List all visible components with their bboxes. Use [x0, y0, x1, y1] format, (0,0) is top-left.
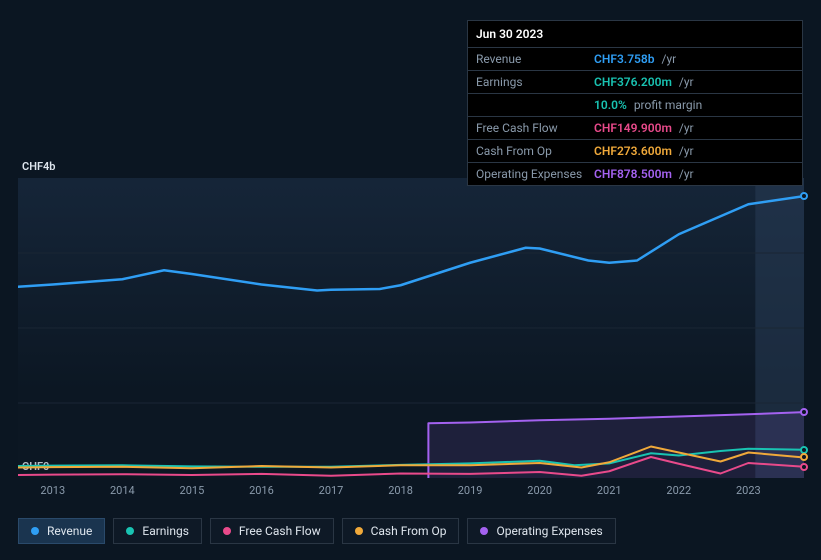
series-endcap-revenue: [800, 192, 808, 200]
tooltip-value: CHF878.500m /yr: [594, 167, 694, 181]
tooltip-date: Jun 30 2023: [468, 21, 802, 48]
x-tick-label: 2021: [597, 484, 622, 497]
x-tick-label: 2018: [388, 484, 413, 497]
legend-label: Cash From Op: [371, 524, 447, 538]
legend-dot-icon: [223, 527, 231, 535]
legend-dot-icon: [355, 527, 363, 535]
x-tick-label: 2019: [458, 484, 483, 497]
legend-item-earnings[interactable]: Earnings: [113, 518, 202, 544]
tooltip-row: Operating ExpensesCHF878.500m /yr: [468, 163, 802, 185]
tooltip-label: Operating Expenses: [476, 167, 594, 181]
chart-legend: Revenue Earnings Free Cash Flow Cash From O…: [18, 518, 616, 544]
series-endcap-fcf: [800, 463, 808, 471]
tooltip-label: Cash From Op: [476, 144, 594, 158]
legend-item-cfo[interactable]: Cash From Op: [342, 518, 460, 544]
tooltip-value: CHF149.900m /yr: [594, 121, 694, 135]
tooltip-label: Revenue: [476, 52, 594, 66]
tooltip-value: CHF3.758b /yr: [594, 52, 676, 66]
legend-label: Free Cash Flow: [239, 524, 321, 538]
x-tick-label: 2013: [40, 484, 65, 497]
tooltip-row: 10.0% profit margin: [468, 94, 802, 117]
line-chart[interactable]: [18, 178, 804, 478]
x-tick-label: 2015: [180, 484, 205, 497]
tooltip-row: Free Cash FlowCHF149.900m /yr: [468, 117, 802, 140]
legend-label: Revenue: [47, 524, 92, 538]
x-tick-label: 2023: [736, 484, 761, 497]
x-tick-label: 2022: [666, 484, 691, 497]
legend-item-revenue[interactable]: Revenue: [18, 518, 105, 544]
series-endcap-cfo: [800, 453, 808, 461]
x-tick-label: 2020: [527, 484, 552, 497]
x-tick-label: 2016: [249, 484, 274, 497]
tooltip-label: Earnings: [476, 75, 594, 89]
tooltip-row: RevenueCHF3.758b /yr: [468, 48, 802, 71]
legend-dot-icon: [31, 527, 39, 535]
legend-label: Operating Expenses: [496, 524, 602, 538]
tooltip-row: Cash From OpCHF273.600m /yr: [468, 140, 802, 163]
tooltip-value: 10.0% profit margin: [594, 98, 702, 112]
tooltip-label: [476, 98, 594, 112]
series-endcap-opex: [800, 408, 808, 416]
tooltip-row: EarningsCHF376.200m /yr: [468, 71, 802, 94]
x-tick-label: 2014: [110, 484, 135, 497]
tooltip-label: Free Cash Flow: [476, 121, 594, 135]
legend-item-fcf[interactable]: Free Cash Flow: [210, 518, 334, 544]
chart-tooltip: Jun 30 2023 RevenueCHF3.758b /yrEarnings…: [467, 20, 803, 186]
chart-svg: [18, 178, 804, 478]
tooltip-value: CHF273.600m /yr: [594, 144, 694, 158]
legend-dot-icon: [480, 527, 488, 535]
x-tick-label: 2017: [319, 484, 344, 497]
legend-dot-icon: [126, 527, 134, 535]
legend-item-opex[interactable]: Operating Expenses: [467, 518, 615, 544]
tooltip-value: CHF376.200m /yr: [594, 75, 694, 89]
legend-label: Earnings: [142, 524, 189, 538]
y-axis-top-label: CHF4b: [22, 160, 56, 173]
